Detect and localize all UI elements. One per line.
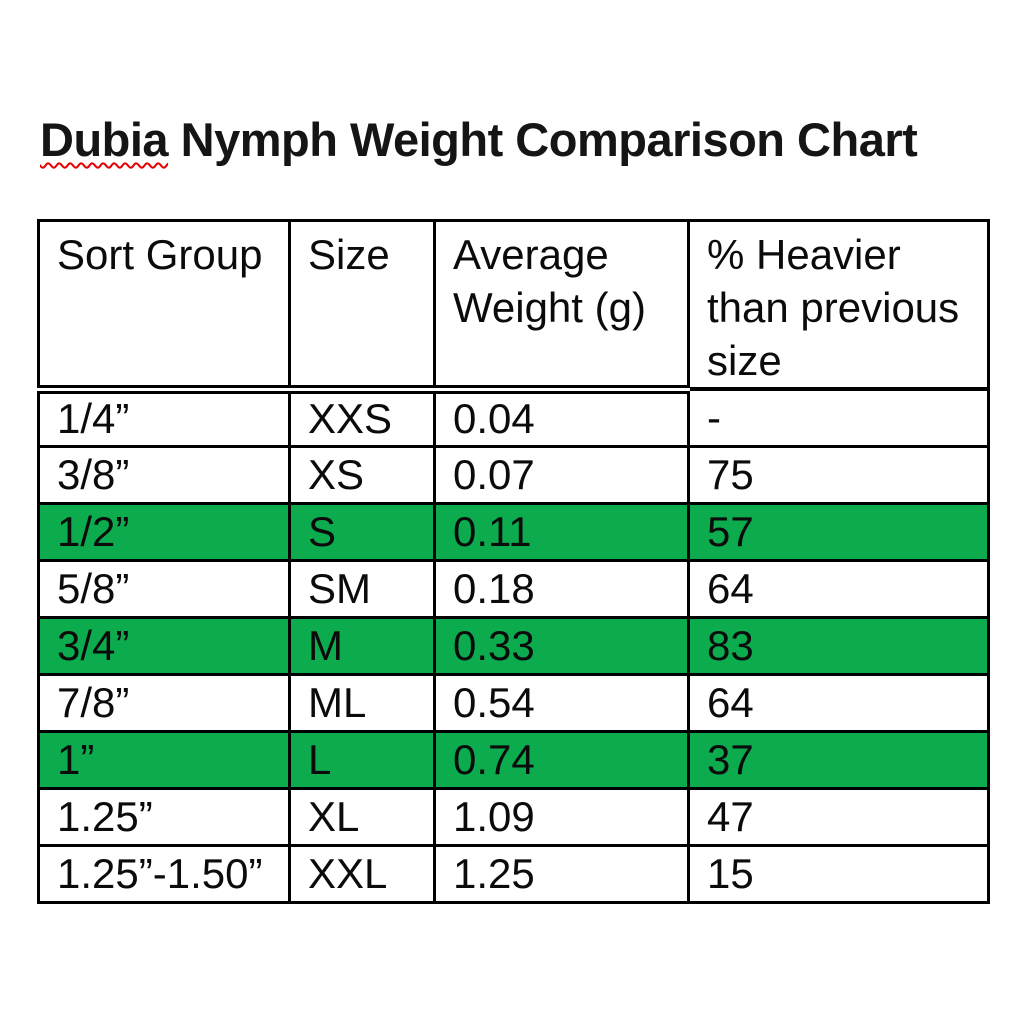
cell-pct-heavier: 37 [687,729,990,790]
table-row: 1/4” XXS 0.04- [37,387,990,448]
table-row: 7/8” ML 0.54 64 [37,672,990,733]
cell-avg-weight: 0.33 [433,615,690,676]
table-row: 3/4” M 0.33 83 [37,615,990,676]
cell-sort-group: 3/8” [37,444,291,505]
cell-sort-group: 1” [37,729,291,790]
cell-avg-weight: 0.07 [433,444,690,505]
table-row: 5/8” SM 0.18 64 [37,558,990,619]
table-row: 1.25” XL 1.09 47 [37,786,990,847]
cell-pct-heavier: 57 [687,501,990,562]
cell-avg-weight: 1.09 [433,786,690,847]
cell-size: XXL [288,843,436,904]
table-row: 1.25”-1.50” XXL 1.25 15 [37,843,990,904]
page-title-rest: Nymph Weight Comparison Chart [168,113,918,166]
cell-pct-heavier: 75 [687,444,990,505]
cell-avg-weight: 0.11 [433,501,690,562]
cell-avg-weight: 0.18 [433,558,690,619]
table-row: 1/2” S 0.11 57 [37,501,990,562]
table-row: 1” L 0.74 37 [37,729,990,790]
cell-pct-heavier: 83 [687,615,990,676]
cell-size: ML [288,672,436,733]
column-header-sort-group: Sort Group [37,219,291,394]
weight-comparison-table: Sort Group Size Average Weight (g) % Hea… [37,219,990,904]
cell-size: XXS [288,387,436,448]
table-body: 1/4” XXS 0.04-3/8” XS 0.07 75 1/2” S 0.11 57 5/8” S… [37,387,990,904]
cell-pct-heavier: - [687,387,990,448]
misspelled-word: Dubia [40,113,169,166]
cell-avg-weight: 1.25 [433,843,690,904]
page-title: Dubia Nymph Weight Comparison Chart [40,112,918,167]
cell-pct-heavier: 64 [687,558,990,619]
column-header-pct-heavier: % Heavier than previous size [687,219,990,391]
cell-avg-weight: 0.74 [433,729,690,790]
cell-sort-group: 1.25” [37,786,291,847]
cell-pct-heavier: 47 [687,786,990,847]
cell-sort-group: 3/4” [37,615,291,676]
cell-sort-group: 1/2” [37,501,291,562]
header-row: Sort Group Size Average Weight (g) % Hea… [37,219,990,394]
cell-sort-group: 7/8” [37,672,291,733]
cell-pct-heavier: 64 [687,672,990,733]
cell-pct-heavier: 15 [687,843,990,904]
column-header-size: Size [288,219,436,394]
cell-size: S [288,501,436,562]
cell-size: XS [288,444,436,505]
table-row: 3/8” XS 0.07 75 [37,444,990,505]
cell-size: XL [288,786,436,847]
cell-sort-group: 5/8” [37,558,291,619]
cell-sort-group: 1/4” [37,387,291,448]
cell-avg-weight: 0.04 [433,387,690,448]
cell-sort-group: 1.25”-1.50” [37,843,291,904]
column-header-pct-heavier-text: % Heavier than previous size [707,231,960,384]
cell-size: M [288,615,436,676]
cell-size: SM [288,558,436,619]
cell-avg-weight: 0.54 [433,672,690,733]
cell-size: L [288,729,436,790]
column-header-average-weight: Average Weight (g) [433,219,690,394]
